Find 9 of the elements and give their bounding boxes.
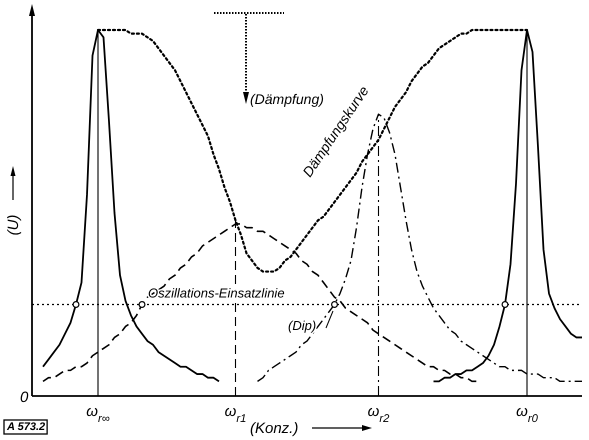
text: 0 (20, 389, 29, 406)
x-tick-label: ω$_{r0}$ (516, 403, 539, 425)
y-axis-title: (U) (5, 214, 22, 236)
x-tick-label: ω$_{r∞}$ (86, 403, 110, 425)
x-tick-label: ω$_{r2}$ (368, 403, 390, 425)
text: A 573.2 (6, 421, 46, 433)
x-axis-title: (Konz.) (250, 420, 298, 437)
annotation: (Dip) (288, 318, 316, 333)
x-tick-label: ω$_{r1}$ (224, 403, 246, 425)
